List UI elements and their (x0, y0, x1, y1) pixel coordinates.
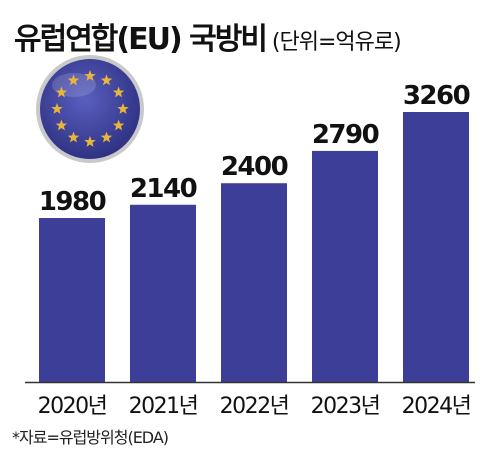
bar-value-label-4: 2790 (312, 120, 379, 150)
x-tick-label-3: 2022년 (220, 394, 289, 419)
x-tick-label-1: 2020년 (38, 394, 107, 419)
emblem-star-8 (67, 131, 80, 143)
emblem-star-2 (100, 74, 113, 86)
bar-value-label-3: 2400 (221, 152, 288, 182)
x-tick-label-2: 2021년 (129, 394, 198, 419)
unit-label: (단위=억유로) (271, 30, 402, 55)
emblem-star-6 (100, 131, 113, 143)
bar-3 (221, 183, 287, 382)
bar-2 (130, 204, 196, 382)
bar-value-label-2: 2140 (130, 174, 197, 204)
emblem-star-4 (117, 103, 129, 114)
emblem-field (40, 59, 140, 159)
emblem-star-5 (112, 119, 125, 131)
emblem-star-9 (55, 119, 68, 131)
emblem-star-10 (51, 103, 63, 114)
bar-value-label-1: 1980 (39, 187, 106, 217)
bar-1 (39, 218, 105, 382)
emblem-star-1 (84, 70, 96, 81)
emblem-star-3 (112, 86, 125, 98)
bars-group (39, 112, 469, 382)
chart-title: 유럽연합(EU) 국방비 (단위=억유로) (14, 14, 402, 58)
eu-flag-icon (36, 55, 144, 163)
bar-value-label-5: 3260 (403, 81, 470, 111)
emblem-star-7 (84, 136, 96, 147)
value-labels: 1980 2140 2400 2790 3260 (39, 81, 471, 217)
source-note: *자료=유럽방위청(EDA) (12, 428, 169, 447)
x-tick-label-5: 2024년 (402, 394, 471, 419)
chart-title-text: 유럽연합(EU) 국방비 (14, 22, 268, 57)
x-axis-ticks: 2020년 2021년 2022년 2023년 2024년 (38, 394, 472, 419)
emblem-star-11 (55, 86, 68, 98)
emblem-star-12 (67, 74, 80, 86)
bar-4 (312, 150, 378, 382)
x-tick-label-4: 2023년 (311, 394, 380, 419)
bar-5 (403, 112, 469, 382)
